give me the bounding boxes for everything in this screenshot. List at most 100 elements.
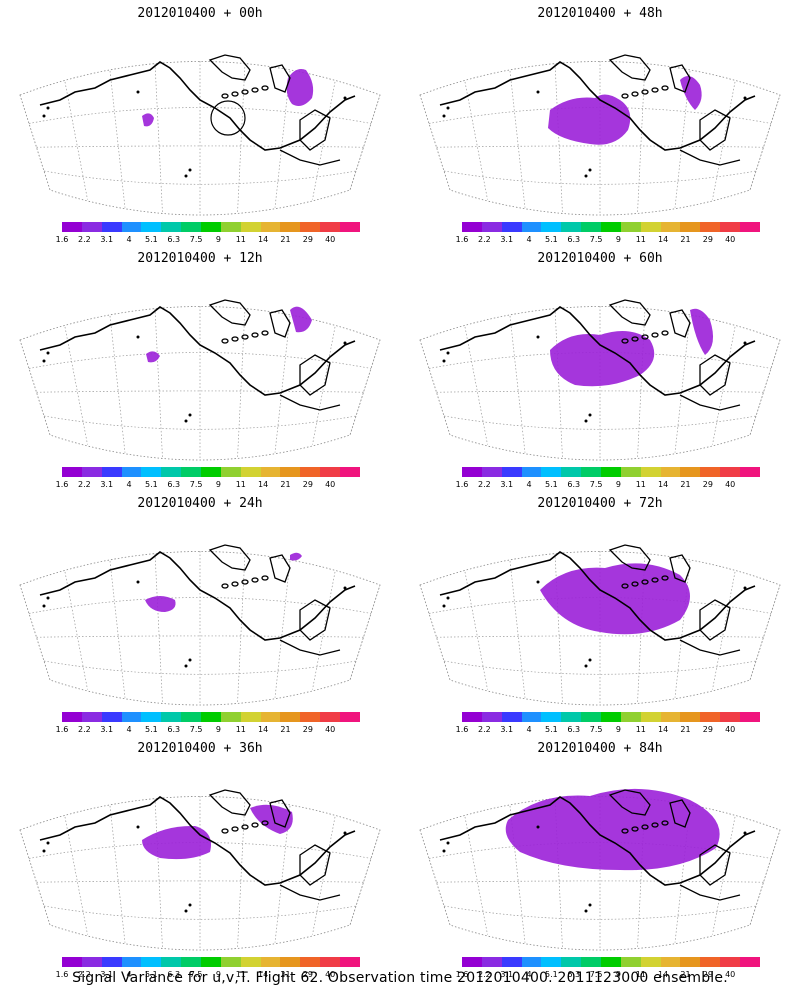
island — [621, 93, 629, 99]
colorbar-ticks: 1.6 2.2 3.1 4 5.1 6.3 7.5 9 11 14 21 29 40 — [56, 970, 360, 980]
colorbar-swatch — [680, 957, 701, 967]
latitude-line — [36, 390, 364, 393]
colorbar-swatch — [680, 712, 701, 722]
colorbar-tick-label: 6.3 — [167, 480, 181, 489]
colorbar-tick-label: 40 — [325, 725, 336, 734]
meridian-line — [749, 584, 781, 681]
colorbar-tick-label: 21 — [280, 725, 291, 734]
polar-map — [419, 544, 781, 706]
latitude-line — [436, 390, 764, 393]
island — [584, 909, 588, 913]
colorbar — [462, 957, 760, 967]
colorbar-ticks: 1.6 2.2 3.1 4 5.1 6.3 7.5 9 11 14 21 29 40 — [56, 235, 360, 245]
colorbar-swatch — [300, 957, 321, 967]
polar-map — [19, 299, 381, 461]
colorbar-tick-label: 40 — [725, 480, 736, 489]
polar-map — [19, 54, 381, 216]
meridian-line — [419, 584, 451, 681]
coastline — [39, 306, 356, 396]
island — [231, 336, 239, 342]
island — [184, 664, 188, 668]
colorbar-swatch — [561, 467, 582, 477]
figure-caption: Signal Variance for u,v,T. Flight 62. Ob… — [72, 970, 728, 986]
colorbar-swatch — [300, 222, 321, 232]
colorbar-swatch — [121, 712, 142, 722]
colorbar-tick-label: 3.1 — [100, 970, 114, 979]
colorbar-swatch — [320, 712, 341, 722]
colorbar-tick-label: 11 — [635, 235, 646, 244]
colorbar-swatch — [481, 222, 502, 232]
colorbar-swatch — [720, 957, 741, 967]
variance-area — [290, 306, 312, 333]
colorbar-swatch — [561, 222, 582, 232]
colorbar-tick-label: 21 — [680, 725, 691, 734]
island — [584, 174, 588, 178]
panel-title: 2012010400 + 84h — [537, 741, 663, 756]
island — [588, 168, 592, 172]
meridian-line — [19, 829, 51, 926]
meridian-line — [419, 339, 451, 436]
colorbar-tick-label: 29 — [702, 235, 713, 244]
meridian-line — [509, 315, 526, 453]
colorbar-swatch — [101, 712, 122, 722]
meridian-line — [464, 571, 488, 690]
colorbar-tick-label: 3.1 — [100, 725, 114, 734]
colorbar-swatch — [481, 467, 502, 477]
panel-title: 2012010400 + 00h — [137, 6, 263, 21]
island — [588, 903, 592, 907]
colorbar-tick-label: 40 — [325, 235, 336, 244]
colorbar-swatch — [521, 712, 542, 722]
colorbar-tick-label: 11 — [235, 970, 246, 979]
colorbar-swatch — [181, 712, 202, 722]
colorbar-swatch — [201, 467, 221, 477]
panel-title: 2012010400 + 36h — [137, 741, 263, 756]
colorbar-tick-label: 5.1 — [145, 480, 158, 489]
colorbar-tick-label: 2.2 — [477, 970, 491, 979]
colorbar-swatch — [181, 222, 202, 232]
colorbar-tick-label: 5.1 — [545, 480, 558, 489]
colorbar-tick-label: 6.3 — [567, 480, 581, 489]
colorbar-swatch — [581, 957, 602, 967]
colorbar-tick-label: 4 — [526, 235, 532, 244]
island — [343, 831, 347, 835]
colorbar-tick-label: 4 — [526, 480, 532, 489]
island — [621, 828, 629, 834]
colorbar-tick-label: 9 — [615, 235, 621, 244]
colorbar-swatch — [201, 222, 221, 232]
colorbar-tick-label: 9 — [615, 480, 621, 489]
meridian-line — [237, 308, 246, 459]
colorbar-swatch — [340, 222, 360, 232]
colorbar-swatch — [640, 957, 661, 967]
panel-title: 2012010400 + 24h — [137, 496, 263, 511]
colorbar-ticks: 1.6 2.2 3.1 4 5.1 6.3 7.5 9 11 14 21 29 40 — [456, 480, 760, 490]
variance-area — [145, 596, 176, 612]
colorbar-tick-label: 40 — [725, 725, 736, 734]
island — [442, 849, 446, 853]
meridian-line — [749, 829, 781, 926]
forecast-panel: 2012010400 + 00h 1.6 2.2 3.1 4 5.1 6.3 7.5 9 11 14… — [0, 0, 400, 245]
colorbar-swatch — [280, 467, 301, 477]
variance-area — [680, 76, 702, 110]
colorbar-tick-label: 21 — [280, 480, 291, 489]
colorbar-swatch — [541, 222, 562, 232]
island — [743, 586, 747, 590]
colorbar-swatch — [700, 467, 721, 477]
colorbar-swatch — [260, 957, 281, 967]
colorbar-swatch — [680, 467, 701, 477]
polar-map — [19, 544, 381, 706]
island — [641, 824, 649, 830]
colorbar-swatch — [660, 222, 681, 232]
island — [231, 91, 239, 97]
colorbar-swatch — [541, 712, 562, 722]
colorbar-tick-label: 3.1 — [500, 235, 514, 244]
colorbar-tick-label: 1.6 — [55, 970, 69, 979]
island — [221, 338, 229, 344]
island — [136, 825, 140, 829]
forecast-panel: 2012010400 + 48h 1.6 2.2 3.1 4 5.1 6.3 7.5 9 11 14… — [400, 0, 800, 245]
island — [136, 90, 140, 94]
colorbar-tick-label: 1.6 — [455, 725, 469, 734]
meridian-line — [419, 829, 451, 926]
island — [621, 338, 629, 344]
colorbar-swatch — [601, 957, 621, 967]
colorbar-tick-label: 14 — [258, 480, 269, 489]
